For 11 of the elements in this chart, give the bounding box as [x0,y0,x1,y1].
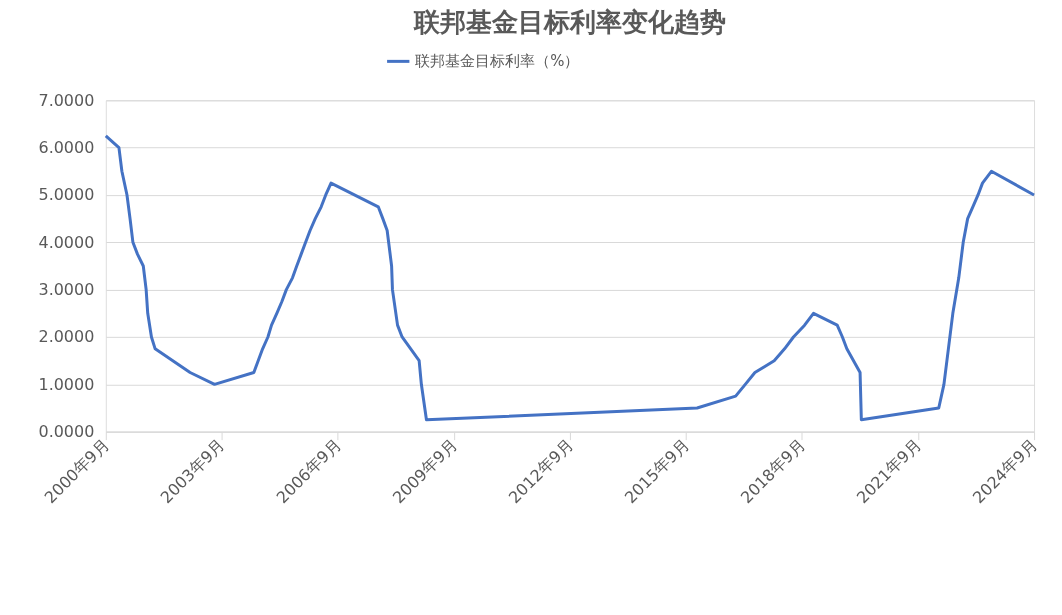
y-tick-label: 7.0000 [38,90,95,110]
line-series [104,134,1036,422]
y-tick-label: 0.0000 [38,422,95,442]
y-tick-label: 2.0000 [38,327,95,347]
y-tick-label: 3.0000 [38,280,95,300]
legend-label: 联邦基金目标利率（%） [415,52,580,71]
y-tick-label: 6.0000 [38,138,95,158]
y-tick-label: 5.0000 [38,185,95,205]
y-tick-label: 1.0000 [38,374,95,394]
y-tick-label: 4.0000 [38,232,95,252]
chart-title: 联邦基金目标利率变化趋势 [412,7,726,38]
